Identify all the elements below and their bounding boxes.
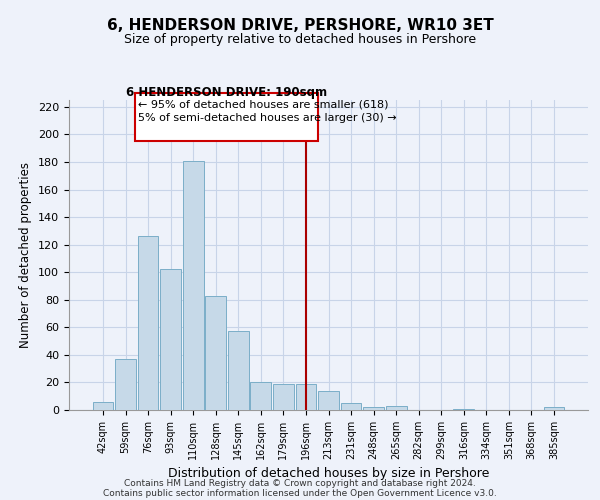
Bar <box>386 406 407 410</box>
Bar <box>318 390 339 410</box>
Bar <box>544 407 565 410</box>
Bar <box>454 408 474 410</box>
Bar <box>205 296 226 410</box>
Text: Size of property relative to detached houses in Pershore: Size of property relative to detached ho… <box>124 32 476 46</box>
Text: ← 95% of detached houses are smaller (618): ← 95% of detached houses are smaller (61… <box>138 100 388 110</box>
Bar <box>363 407 384 410</box>
Y-axis label: Number of detached properties: Number of detached properties <box>19 162 32 348</box>
Bar <box>137 236 158 410</box>
Text: Contains public sector information licensed under the Open Government Licence v3: Contains public sector information licen… <box>103 488 497 498</box>
Bar <box>183 160 203 410</box>
Text: 6, HENDERSON DRIVE, PERSHORE, WR10 3ET: 6, HENDERSON DRIVE, PERSHORE, WR10 3ET <box>107 18 493 32</box>
Bar <box>228 332 248 410</box>
Text: Contains HM Land Registry data © Crown copyright and database right 2024.: Contains HM Land Registry data © Crown c… <box>124 478 476 488</box>
Bar <box>160 270 181 410</box>
Bar <box>250 382 271 410</box>
Bar <box>341 403 361 410</box>
Bar <box>115 359 136 410</box>
Bar <box>296 384 316 410</box>
Bar <box>273 384 294 410</box>
Bar <box>92 402 113 410</box>
X-axis label: Distribution of detached houses by size in Pershore: Distribution of detached houses by size … <box>168 468 489 480</box>
Text: 5% of semi-detached houses are larger (30) →: 5% of semi-detached houses are larger (3… <box>138 114 397 124</box>
Text: 6 HENDERSON DRIVE: 190sqm: 6 HENDERSON DRIVE: 190sqm <box>126 86 327 100</box>
FancyBboxPatch shape <box>134 93 319 142</box>
